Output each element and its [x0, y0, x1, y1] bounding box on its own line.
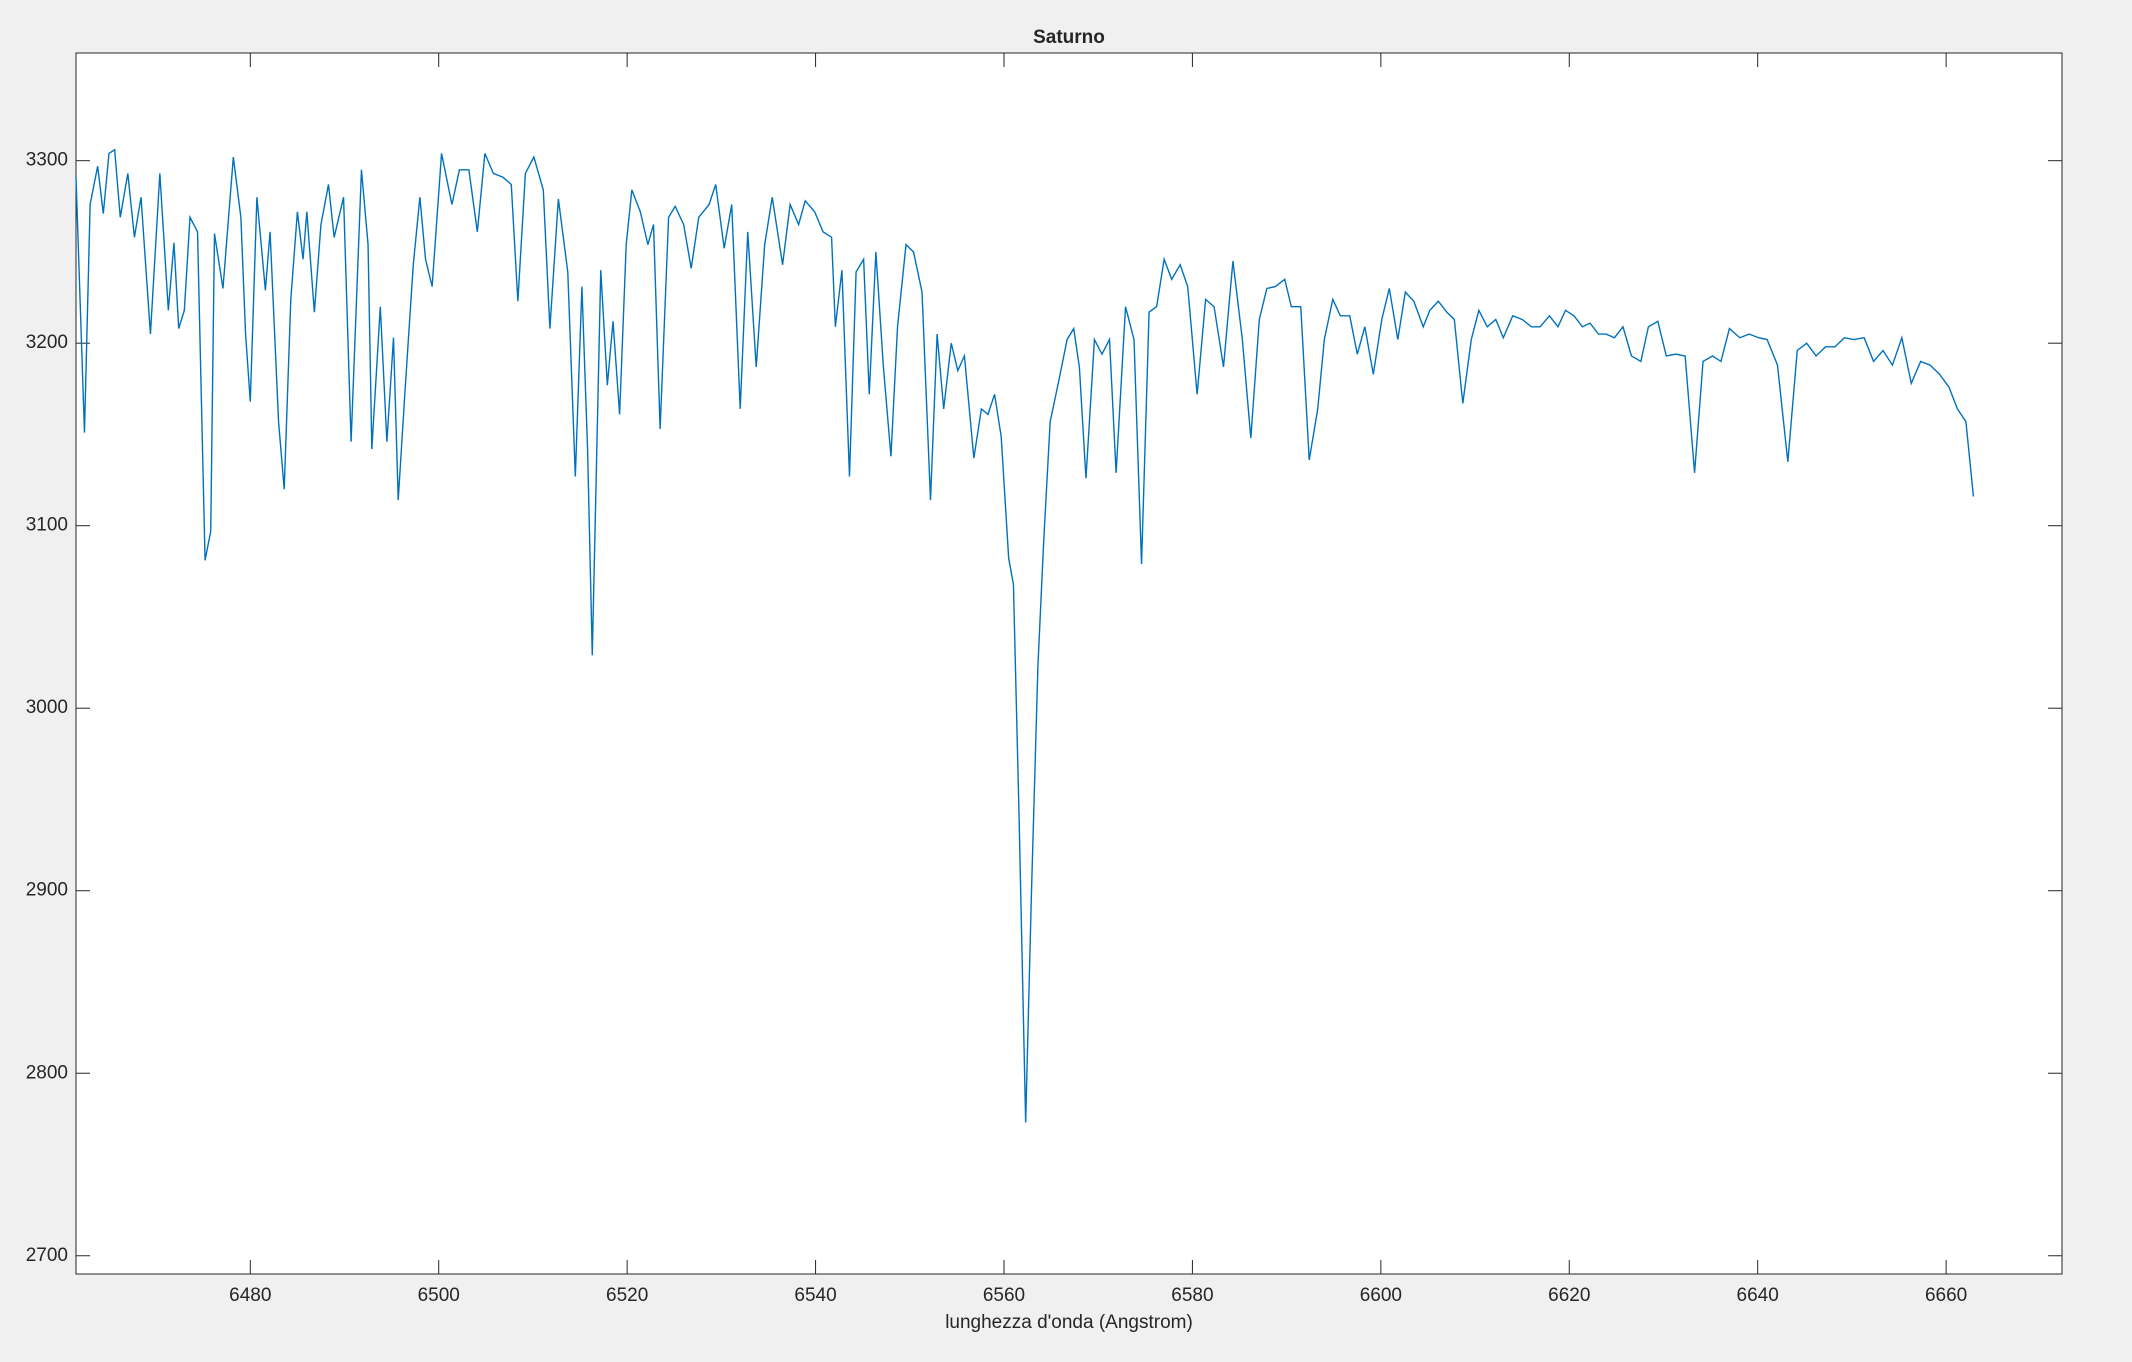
- y-tick-label: 2800: [26, 1062, 68, 1083]
- x-tick-label: 6580: [1171, 1285, 1213, 1306]
- x-tick-label: 6540: [794, 1285, 836, 1306]
- chart-title: Saturno: [1033, 27, 1105, 48]
- y-tick-label: 2900: [26, 880, 68, 901]
- x-tick-label: 6520: [606, 1285, 648, 1306]
- x-tick-label: 6600: [1360, 1285, 1402, 1306]
- spectrum-line: [75, 148, 1975, 1123]
- x-tick-label: 6560: [983, 1285, 1025, 1306]
- x-tick-label: 6500: [418, 1285, 460, 1306]
- x-tick-label: 6660: [1925, 1285, 1967, 1306]
- x-tick-label: 6620: [1548, 1285, 1590, 1306]
- x-tick-label: 6640: [1737, 1285, 1779, 1306]
- x-axis-label: lunghezza d'onda (Angstrom): [945, 1312, 1193, 1333]
- y-tick-label: 3100: [26, 515, 68, 536]
- x-tick-label: 6480: [229, 1285, 271, 1306]
- plot-area: [75, 52, 2063, 1275]
- y-tick-label: 3200: [26, 332, 68, 353]
- y-tick-label: 2700: [26, 1245, 68, 1266]
- y-tick-label: 3000: [26, 697, 68, 718]
- y-tick-label: 3300: [26, 150, 68, 171]
